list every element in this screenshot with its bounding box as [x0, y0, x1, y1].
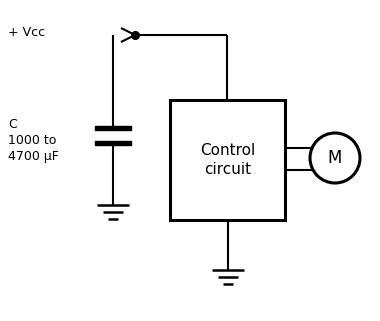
Text: C
1000 to
4700 μF: C 1000 to 4700 μF — [8, 118, 59, 163]
Text: + Vcc: + Vcc — [8, 27, 45, 39]
Bar — [170, 100, 285, 220]
Circle shape — [310, 133, 360, 183]
Text: M: M — [328, 149, 342, 167]
Text: Control
circuit: Control circuit — [200, 143, 255, 178]
